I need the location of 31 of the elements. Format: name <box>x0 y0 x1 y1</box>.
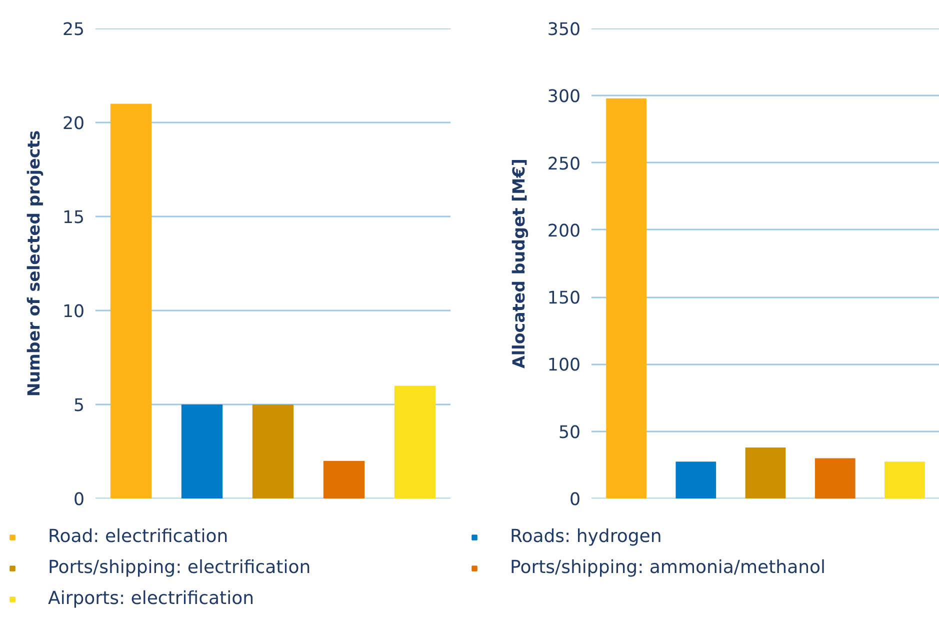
legend-label: Ports/shipping: ammonia/methanol <box>510 557 827 578</box>
y-tick-label: 20 <box>62 114 85 134</box>
bar <box>745 447 786 498</box>
y-tick-label: 15 <box>62 208 85 228</box>
bar <box>884 462 925 498</box>
bar <box>252 404 294 498</box>
y-tick-label: 5 <box>73 396 85 416</box>
bar <box>323 460 365 498</box>
bar <box>110 104 152 498</box>
bar <box>394 386 436 498</box>
y-tick-label: 10 <box>62 302 85 322</box>
y-tick-label: 50 <box>558 422 581 443</box>
y-tick-label: 350 <box>547 20 581 40</box>
y-tick-label: 0 <box>73 490 85 510</box>
y-tick-label: 0 <box>569 490 581 510</box>
legend-label: Road: electrification <box>48 526 230 547</box>
y-tick-label: 150 <box>547 288 581 309</box>
bar <box>606 98 646 498</box>
y-tick-label: 25 <box>62 20 85 40</box>
y-tick-label: 100 <box>547 356 581 376</box>
legend-label: Roads: hydrogen <box>510 526 663 547</box>
legend-label: Airports: electrification <box>48 588 256 609</box>
y-axis-title: Number of selected projects <box>24 130 44 397</box>
legend-label: Ports/shipping: electrification <box>48 557 312 578</box>
bar <box>181 404 223 498</box>
y-axis-title: Allocated budget [M€] <box>509 158 528 368</box>
bar <box>676 462 716 498</box>
y-tick-label: 200 <box>547 221 581 242</box>
bar <box>814 458 856 498</box>
y-tick-label: 250 <box>547 154 581 174</box>
y-tick-label: 300 <box>547 87 581 108</box>
